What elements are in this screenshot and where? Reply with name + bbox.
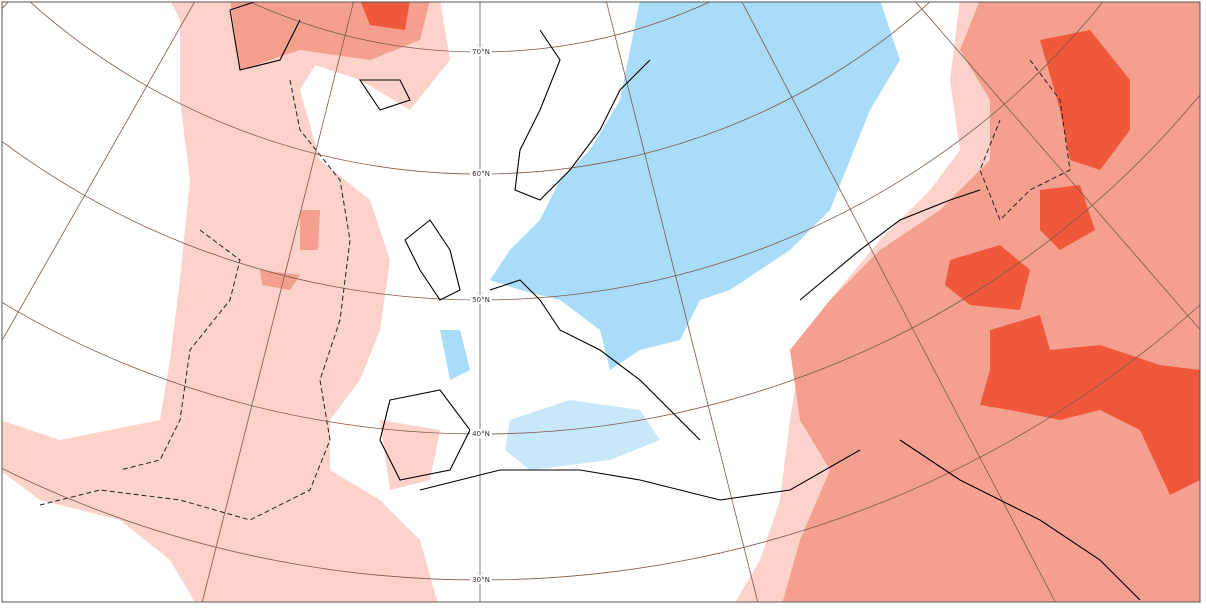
coastlines — [229, 2, 1141, 601]
cold-anomaly-light — [505, 400, 660, 470]
cold-anomaly — [490, 2, 900, 370]
latitude-label: 50°N — [472, 296, 490, 304]
latitude-label: 60°N — [472, 170, 490, 178]
warm-anomaly-light — [2, 2, 438, 602]
contour-line — [119, 229, 241, 471]
warm-anomaly-light — [380, 420, 440, 490]
warm-anomaly-strong — [1040, 30, 1130, 170]
contour-line — [39, 79, 351, 521]
warm-anomaly-medium — [260, 210, 320, 290]
warm-anomaly-strong — [1040, 185, 1095, 250]
warm-anomaly-strong — [980, 315, 1200, 495]
contour-line — [979, 59, 1071, 221]
cold-anomaly — [440, 330, 470, 380]
warm-anomaly-strong — [360, 2, 410, 30]
latitude-label: 40°N — [472, 430, 490, 438]
warm-anomaly-strong — [945, 245, 1030, 310]
latitude-label: 30°N — [472, 576, 490, 584]
latitude-label: 70°N — [472, 48, 490, 56]
